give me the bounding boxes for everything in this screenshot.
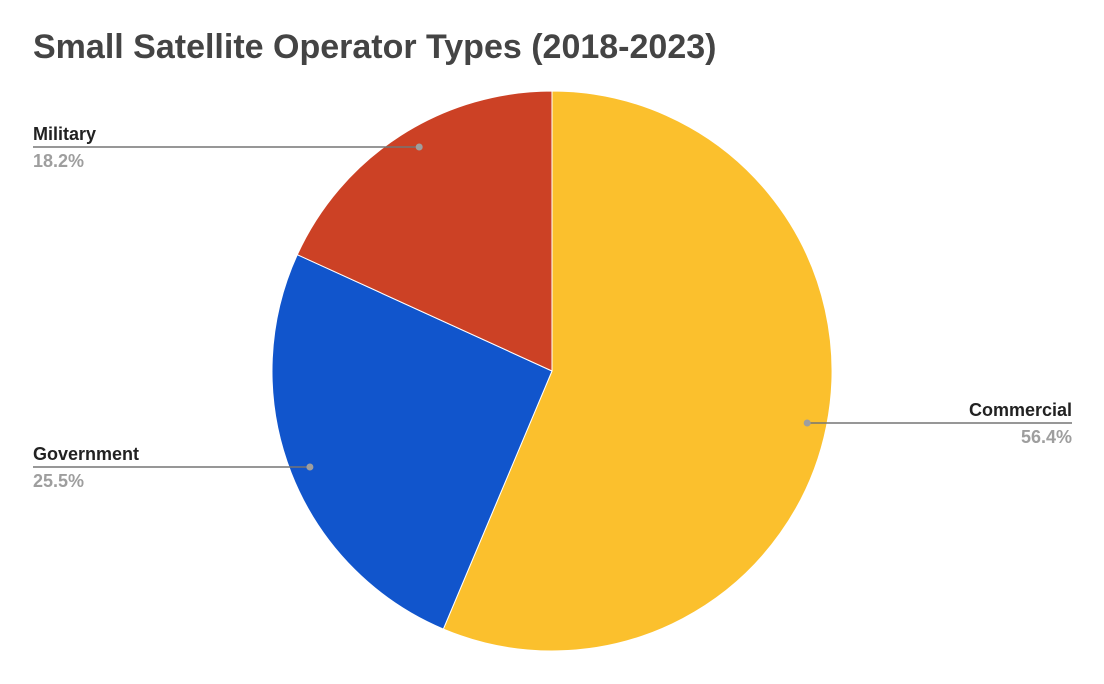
slice-label-commercial: Commercial [969, 400, 1072, 420]
slice-value-military: 18.2% [33, 151, 84, 171]
slice-value-commercial: 56.4% [1021, 427, 1072, 447]
slice-value-government: 25.5% [33, 471, 84, 491]
leader-dot-military [415, 143, 423, 151]
chart-title: Small Satellite Operator Types (2018-202… [33, 28, 717, 66]
leader-dot-commercial [803, 419, 811, 427]
pie-slice-government [271, 254, 553, 630]
slice-label-government: Government [33, 444, 139, 464]
pie-slice-military [296, 90, 553, 372]
slice-label-military: Military [33, 124, 96, 144]
pie-slice-commercial [442, 90, 833, 652]
leader-dot-government [306, 463, 314, 471]
